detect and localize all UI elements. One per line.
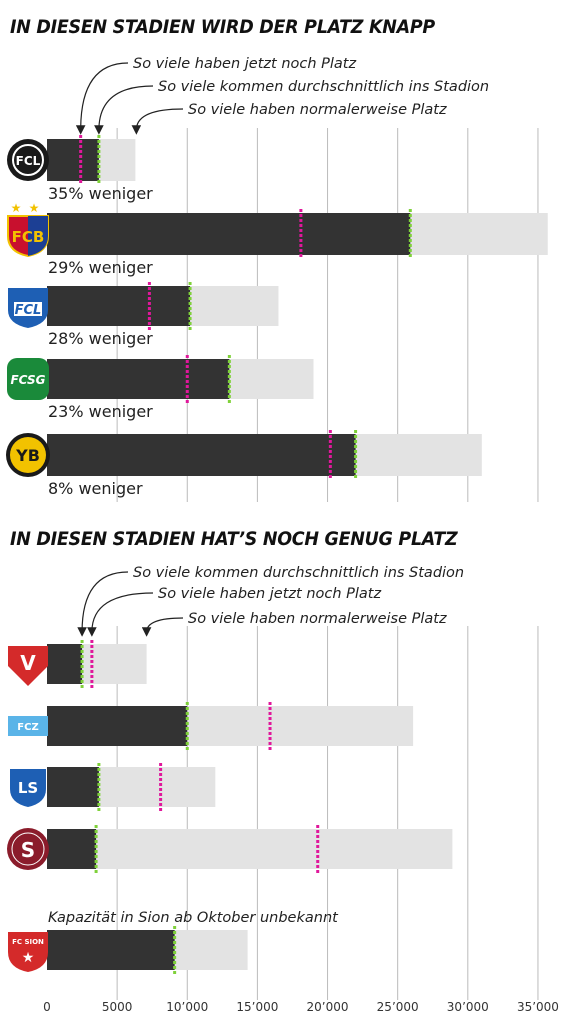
fc-st-gallen-logo: FCSG [7,358,49,400]
average-attendance-bar [47,767,99,807]
reduction-label: 35% weniger [48,184,153,203]
reduction-label: 28% weniger [48,329,153,348]
section-title-genug: IN DIESEN STADIEN HAT’S NOCH GENUG PLATZ [10,528,458,550]
team-row-fc-luzern: FCL 28% weniger [8,282,279,348]
team-row-servette-fc: S [7,825,453,873]
reduction-label: 29% weniger [48,258,153,277]
fc-vaduz-logo: V [8,646,48,686]
x-tick-label-15000: 15’000 [236,1000,278,1014]
basel-shield-blue [28,216,48,256]
section-title-knapp: IN DIESEN STADIEN WIRD DER PLATZ KNAPP [10,16,435,38]
reduction-label: 23% weniger [48,402,153,421]
servette-logo-text: S [21,838,35,862]
sion-logo-text: FC SION [12,938,44,946]
star-icon: ★ [29,201,40,215]
yb-logo-text: YB [15,446,40,465]
annotation-arrow [141,617,184,637]
x-axis: 0 5000 10’000 15’000 20’000 25’000 30’000 35’00… [43,1000,559,1014]
annotation-current-capacity: So viele haben jetzt noch Platz [133,56,356,72]
fc-lausanne-sport-logo: LS [10,769,46,807]
star-icon: ★ [22,950,35,966]
basel-logo-text: FCB [12,228,45,246]
gridlines [116,128,539,1000]
team-row-fc-basel: FCB ★ ★ 29% weniger [7,201,548,277]
fc-zurich-logo: FCZ [8,716,48,736]
annotation-arrow [87,592,154,637]
average-attendance-bar [47,359,230,399]
annotations-section-2: So viele kommen durchschnittlich ins Sta… [77,565,464,637]
team-row-fc-zurich: FCZ [8,702,414,750]
average-attendance-bar [47,286,191,326]
x-tick-label-35000: 35’000 [517,1000,559,1014]
team-row-fc-lausanne-sport: LS [10,763,216,811]
annotation-normal-capacity: So viele haben normalerweise Platz [188,611,447,627]
x-tick-label-10000: 10’000 [166,1000,208,1014]
annotation-arrow [131,108,184,135]
fc-sion-logo: FC SION ★ [8,932,48,972]
sion-shield [8,932,48,972]
bsc-young-boys-logo: YB [6,433,50,477]
x-tick-label-30000: 30’000 [447,1000,489,1014]
annotation-average-attendance: So viele kommen durchschnittlich ins Sta… [158,79,489,95]
x-tick-label-5000: 5000 [102,1000,133,1014]
average-attendance-bar [47,139,99,181]
team-row-fc-sion: FC SION ★ [8,926,248,974]
annotation-arrow [94,85,154,135]
team-row-fc-st-gallen: FCSG 23% weniger [7,355,314,421]
vaduz-shield [8,646,48,686]
annotation-normal-capacity: So viele haben normalerweise Platz [188,102,447,118]
x-tick-label-20000: 20’000 [307,1000,349,1014]
normal-capacity-bar [47,829,453,869]
servette-fc-logo: S [7,828,49,870]
average-attendance-bar [47,829,97,869]
team-row-bsc-young-boys: YB 8% weniger [6,430,482,498]
annotation-current-capacity: So viele haben jetzt noch Platz [158,586,381,602]
x-tick-label-0: 0 [43,1000,51,1014]
annotation-sion-capacity-unknown: Kapazität in Sion ab Oktober unbekannt [48,910,339,926]
average-attendance-bar [47,434,356,476]
annotation-average-attendance: So viele kommen durchschnittlich ins Sta… [133,565,464,581]
average-attendance-bar [47,706,188,746]
vaduz-logo-text: V [20,651,36,675]
yb-inner [10,437,46,473]
lugano-logo-text: FCL [16,154,41,168]
st-gallen-square [7,358,49,400]
lugano-ring [12,144,44,176]
zurich-banner [8,716,48,736]
lausanne-shield [10,769,46,807]
average-attendance-bar [47,930,175,970]
x-tick-label-25000: 25’000 [377,1000,419,1014]
lausanne-logo-text: LS [18,779,38,797]
star-icon: ★ [11,201,22,215]
average-attendance-bar [47,213,411,255]
fc-luzern-logo: FCL [8,288,48,328]
annotation-arrow [77,571,129,637]
team-row-fc-vaduz: V [8,640,147,688]
fc-lugano-logo: FCL [7,139,49,181]
luzern-logo-text: FCL [15,303,42,318]
team-row-fc-lugano: FCL 35% weniger [7,135,153,203]
reduction-label: 8% weniger [48,479,143,498]
annotations-section-1: So viele haben jetzt noch Platz So viele … [75,56,489,135]
servette-ring [11,832,45,866]
luzern-band [14,302,42,316]
average-attendance-bar [47,644,83,684]
fc-basel-logo: FCB ★ ★ [7,201,49,258]
servette-circle [7,828,49,870]
zurich-logo-text: FCZ [17,722,38,733]
annotation-arrow [75,62,129,135]
st-gallen-logo-text: FCSG [10,373,45,387]
